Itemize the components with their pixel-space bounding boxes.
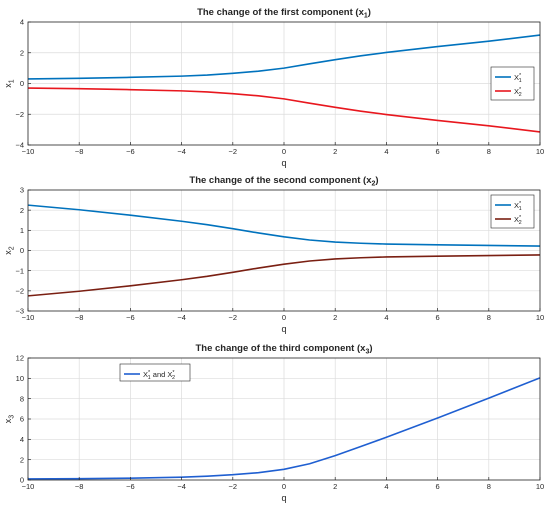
x-tick-label: 4 bbox=[384, 313, 388, 322]
x-tick-label: 0 bbox=[282, 313, 286, 322]
y-tick-label: 10 bbox=[16, 374, 24, 383]
y-tick-label: 2 bbox=[20, 206, 24, 215]
legend-label-1: X* 1 and X* 2 bbox=[143, 370, 175, 381]
x-tick-label: 10 bbox=[536, 147, 544, 156]
y-tick-label: 3 bbox=[20, 186, 24, 195]
y-tick-label: 12 bbox=[16, 354, 24, 363]
y-tick-label: 2 bbox=[20, 455, 24, 464]
y-tick-label: −2 bbox=[15, 286, 24, 295]
x-tick-label: 6 bbox=[436, 482, 440, 491]
chart-title: The change of the first component (x1) bbox=[197, 7, 371, 20]
x-tick-label: −8 bbox=[75, 313, 84, 322]
legend: X* 1X* 2 bbox=[490, 66, 535, 101]
series-line-1 bbox=[27, 34, 541, 80]
y-tick-label: 4 bbox=[20, 435, 24, 444]
x-tick-label: −8 bbox=[75, 147, 84, 156]
chart-title: The change of the third component (x3) bbox=[195, 343, 372, 356]
y-tick-label: −2 bbox=[15, 110, 24, 119]
y-tick-label: 6 bbox=[20, 415, 24, 424]
y-tick-label: 8 bbox=[20, 394, 24, 403]
x-tick-label: 8 bbox=[487, 147, 491, 156]
y-tick-label: 0 bbox=[20, 246, 24, 255]
legend-box bbox=[490, 194, 535, 229]
x-tick-label: 0 bbox=[282, 482, 286, 491]
x-tick-label: −4 bbox=[177, 313, 186, 322]
series-line-1 bbox=[27, 204, 541, 247]
x-tick-label: 6 bbox=[436, 313, 440, 322]
chart-panel-3: −10 −8 −6 −4 −2 0 2 4 6 8 10 0 2 4 6 8 10 12 The change of… bbox=[3, 343, 544, 503]
x-tick-label: −2 bbox=[229, 313, 238, 322]
x-tick-label: −10 bbox=[22, 313, 35, 322]
x-axis-label: q bbox=[281, 158, 286, 168]
legend-label-1: X* 1 bbox=[514, 73, 522, 84]
y-tick-label: 0 bbox=[20, 476, 24, 485]
series-line-2 bbox=[27, 87, 541, 133]
y-axis-label: x2 bbox=[3, 246, 16, 255]
x-axis-label: q bbox=[281, 493, 286, 503]
chart-panel-1: −10 −8 −6 −4 −2 0 2 4 6 8 10 −4 −2 0 2 4 The change of t… bbox=[3, 7, 544, 168]
x-tick-label: −10 bbox=[22, 147, 35, 156]
y-tick-label: −1 bbox=[15, 266, 24, 275]
x-tick-label: 8 bbox=[487, 313, 491, 322]
x-tick-label: −2 bbox=[229, 482, 238, 491]
x-tick-label: 10 bbox=[536, 482, 544, 491]
x-tick-label: 4 bbox=[384, 147, 388, 156]
legend-label-1: X* 1 bbox=[514, 201, 522, 212]
chart-title: The change of the second component (x2) bbox=[189, 175, 378, 188]
series-line-1 bbox=[27, 377, 541, 480]
x-tick-label: −4 bbox=[177, 482, 186, 491]
y-tick-label: −3 bbox=[15, 307, 24, 316]
x-tick-label: 0 bbox=[282, 147, 286, 156]
x-tick-label: −2 bbox=[229, 147, 238, 156]
legend: X* 1 and X* 2 bbox=[119, 363, 191, 382]
x-tick-label: −10 bbox=[22, 482, 35, 491]
x-tick-label: 8 bbox=[487, 482, 491, 491]
y-tick-label: 4 bbox=[20, 18, 24, 27]
series-line-2 bbox=[27, 254, 541, 297]
legend-box bbox=[119, 363, 191, 382]
x-tick-label: −6 bbox=[126, 313, 135, 322]
y-tick-label: 2 bbox=[20, 48, 24, 57]
x-tick-label: 2 bbox=[333, 313, 337, 322]
x-tick-label: −8 bbox=[75, 482, 84, 491]
x-tick-label: −4 bbox=[177, 147, 186, 156]
x-tick-label: −6 bbox=[126, 147, 135, 156]
y-tick-label: 1 bbox=[20, 226, 24, 235]
x-tick-label: 10 bbox=[536, 313, 544, 322]
x-axis-label: q bbox=[281, 324, 286, 334]
legend-box bbox=[490, 66, 535, 101]
y-axis-label: x3 bbox=[3, 415, 16, 424]
legend: X* 1X* 2 bbox=[490, 194, 535, 229]
y-axis-label: x1 bbox=[3, 79, 16, 88]
legend-label-2: X* 2 bbox=[514, 215, 522, 226]
y-tick-label: 0 bbox=[20, 79, 24, 88]
y-tick-label: −4 bbox=[15, 141, 24, 150]
legend-label-2: X* 2 bbox=[514, 87, 522, 98]
x-tick-label: 2 bbox=[333, 147, 337, 156]
x-tick-label: −6 bbox=[126, 482, 135, 491]
x-tick-label: 2 bbox=[333, 482, 337, 491]
x-tick-label: 6 bbox=[436, 147, 440, 156]
x-tick-label: 4 bbox=[384, 482, 388, 491]
